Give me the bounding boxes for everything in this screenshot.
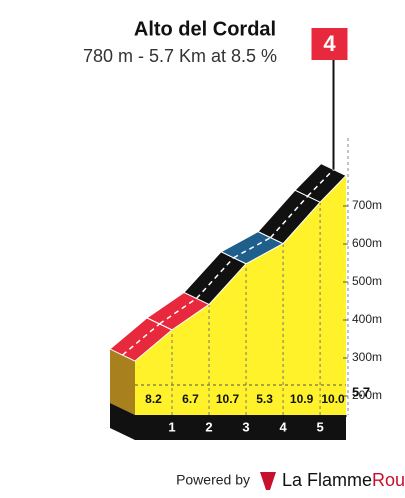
- gradient-label: 6.7: [182, 392, 199, 406]
- gradient-label: 5.3: [256, 392, 273, 406]
- y-tick-label: 600m: [352, 236, 382, 250]
- brand-main: La Flamme: [282, 470, 372, 490]
- road-centerline: [233, 236, 271, 259]
- x-tick-label: 5.7: [352, 384, 370, 399]
- x-tick-label: 5: [316, 419, 323, 434]
- base: [135, 415, 346, 440]
- road-centerline: [159, 297, 197, 325]
- road-centerline: [122, 323, 161, 356]
- road-centerline: [307, 169, 335, 197]
- side-face: [110, 349, 135, 415]
- gradient-label: 10.9: [290, 392, 314, 406]
- gradient-label: 10.7: [216, 392, 240, 406]
- y-tick-label: 700m: [352, 198, 382, 212]
- brand-accent: Rouge: [372, 470, 405, 490]
- brand-icon: [260, 472, 276, 490]
- chart-subtitle: 780 m - 5.7 Km at 8.5 %: [83, 46, 277, 66]
- x-tick-label: 3: [242, 419, 249, 434]
- base-side: [110, 403, 135, 440]
- profile-area: [135, 175, 346, 415]
- y-tick-label: 300m: [352, 350, 382, 364]
- plot: 200m 300m 400m 500m 600m 700m 1 2 3 4 5 5.7 8.2 6.7 10…: [109, 28, 382, 440]
- y-tick-label: 200m: [352, 388, 382, 402]
- x-tick-label: 4: [279, 419, 287, 434]
- gradient-label: 8.2: [145, 392, 162, 406]
- flag: [311, 28, 348, 60]
- road-centerline: [270, 195, 309, 239]
- road-centerline: [195, 257, 235, 299]
- category-label: 4: [323, 31, 336, 56]
- brand: La FlammeRouge: [282, 470, 405, 490]
- y-tick-label: 500m: [352, 274, 382, 288]
- x-tick-label: 1: [168, 419, 175, 434]
- powered-by: Powered by: [176, 472, 250, 488]
- chart-title: Alto del Cordal: [134, 18, 276, 40]
- x-tick-label: 2: [205, 419, 212, 434]
- gradient-label: 10.0: [321, 392, 345, 406]
- y-tick-label: 400m: [352, 312, 382, 326]
